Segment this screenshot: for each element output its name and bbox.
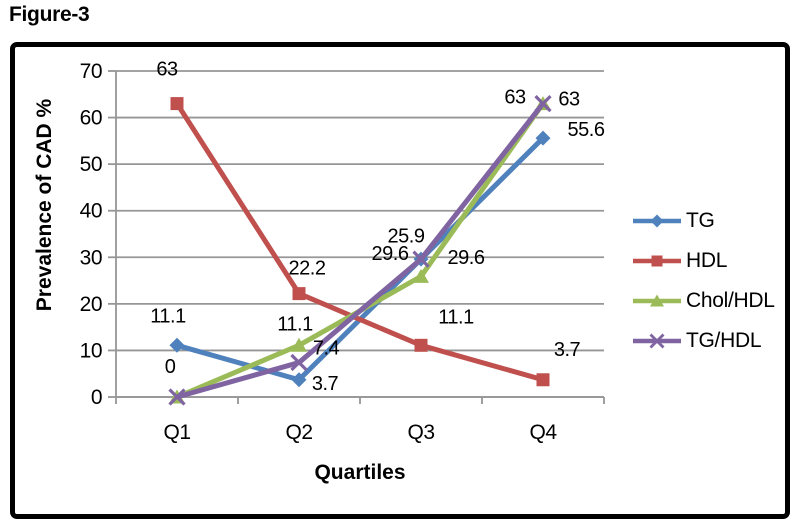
data-label: 11.1 — [438, 306, 474, 328]
diamond-marker — [169, 337, 185, 353]
data-label: 7.4 — [313, 338, 340, 360]
square-legend-icon — [633, 255, 681, 267]
chart-frame: 0 10 20 30 40 50 60 70 Q1 Q2 Q3 Q4 11.1 3.7 29.6 55.6 63… — [10, 42, 790, 519]
y-tick-label: 50 — [80, 153, 102, 176]
diamond-marker — [291, 372, 307, 388]
data-label: 3.7 — [312, 373, 339, 395]
square-marker — [292, 287, 306, 301]
diamond-legend-icon — [633, 214, 681, 228]
x-category-label: Q1 — [163, 421, 190, 444]
series-line — [176, 102, 545, 400]
data-label: 29.6 — [448, 247, 485, 269]
y-axis-title: Prevalence of CAD % — [33, 98, 56, 312]
triangle-marker — [413, 268, 429, 283]
series-line — [176, 102, 546, 400]
line-chart-canvas: 0 10 20 30 40 50 60 70 Q1 Q2 Q3 Q4 11.1 3.7 29.6 55.6 63… — [80, 59, 606, 444]
x-legend-icon — [633, 333, 681, 349]
y-tick-label: 70 — [80, 60, 102, 83]
figure-label: Figure-3 — [9, 3, 90, 26]
data-label: 29.6 — [372, 243, 409, 265]
y-tick-label: 60 — [80, 107, 102, 130]
data-label: 55.6 — [568, 119, 605, 141]
x-category-label: Q4 — [529, 421, 557, 444]
square-marker — [170, 97, 184, 111]
x-category-label: Q2 — [285, 421, 312, 444]
data-label: 0 — [165, 356, 176, 378]
x-marker — [168, 388, 186, 406]
x-marker — [649, 333, 665, 349]
data-label: 11.1 — [150, 305, 186, 327]
y-tick-label: 40 — [80, 200, 102, 223]
diamond-marker — [650, 214, 664, 228]
legend-label: Chol/HDL — [686, 289, 775, 312]
diamond-marker — [535, 130, 551, 146]
triangle-marker — [650, 294, 664, 307]
triangle-legend-icon — [633, 294, 681, 307]
x-marker — [290, 353, 308, 372]
data-label: 25.9 — [388, 225, 425, 247]
legend-item-TG-HDL: TG/HDL — [633, 321, 775, 361]
legend-item-TG: TG — [633, 201, 775, 241]
x-marker — [412, 250, 430, 268]
series-TG-HDL — [168, 94, 552, 406]
data-label: 3.7 — [554, 339, 581, 361]
x-category-label: Q3 — [407, 421, 434, 444]
legend: TG HDL Chol/HDL TG/HDL — [633, 201, 775, 361]
series-HDL — [170, 97, 550, 387]
legend-label: TG/HDL — [686, 329, 762, 352]
square-marker — [414, 338, 428, 352]
data-label: 22.2 — [289, 258, 326, 280]
data-label: 63 — [156, 59, 178, 81]
series-line — [174, 102, 544, 383]
square-marker — [651, 255, 663, 267]
y-tick-label: 0 — [91, 386, 102, 409]
data-label: 63 — [558, 89, 580, 111]
data-label: 11.1 — [277, 313, 313, 335]
legend-item-HDL: HDL — [633, 241, 775, 281]
data-label: 63 — [504, 87, 526, 109]
legend-item-Chol-HDL: Chol/HDL — [633, 281, 775, 321]
x-axis-title: Quartiles — [314, 461, 406, 484]
triangle-marker — [291, 337, 307, 352]
square-marker — [536, 373, 550, 387]
legend-label: TG — [686, 209, 715, 232]
legend-label: HDL — [686, 249, 728, 272]
x-marker — [534, 94, 552, 113]
y-tick-label: 20 — [80, 293, 102, 316]
y-tick-label: 10 — [80, 339, 102, 362]
y-tick-label: 30 — [80, 246, 102, 269]
